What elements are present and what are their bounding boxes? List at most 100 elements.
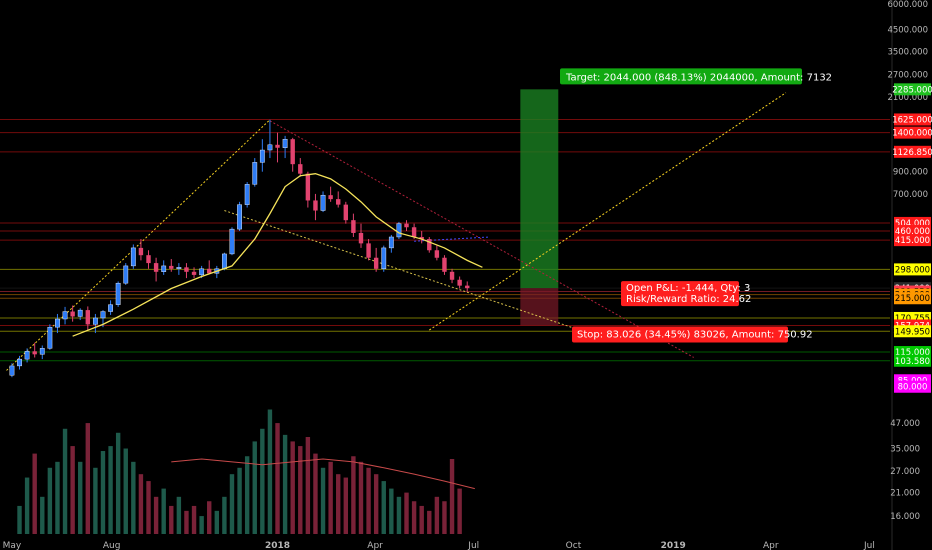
- volume-bar: [244, 456, 250, 534]
- candle-body: [298, 164, 303, 174]
- price-tag: [894, 126, 931, 139]
- volume-bar: [47, 467, 53, 534]
- price-tag: [894, 83, 931, 96]
- stop-zone: [520, 288, 559, 326]
- volume-bar: [305, 436, 311, 534]
- volume-bar: [381, 481, 386, 534]
- price-tag-label: 170.755: [895, 314, 930, 324]
- volume-bar: [343, 477, 349, 534]
- volume-bar: [108, 446, 113, 534]
- volume-bar: [138, 474, 144, 534]
- moving-average-line: [72, 173, 483, 337]
- candle-body: [343, 204, 349, 221]
- volume-bar: [131, 461, 136, 534]
- volume-bar: [457, 488, 462, 534]
- candle-body: [396, 223, 402, 238]
- volume-tick-label: 16.000: [890, 512, 920, 522]
- x-axis: May Aug 2018 Apr Jul Oct 2019 Apr Jul: [3, 541, 875, 550]
- candle-body: [313, 200, 318, 211]
- price-tag: [894, 234, 931, 247]
- price-tag: [894, 145, 931, 158]
- candle-body: [176, 267, 182, 270]
- trend-line-projection: [429, 92, 787, 331]
- volume-bar: [70, 446, 75, 534]
- candle-body: [427, 239, 432, 251]
- x-tick-label: Apr: [367, 541, 383, 550]
- candle-body: [336, 199, 341, 205]
- y-tick-label: 3500.000: [887, 48, 928, 58]
- target-label: Target: 2044.000 (848.13%) 2044000, Amou…: [565, 72, 832, 83]
- candle-body: [275, 144, 280, 148]
- candle-body: [32, 351, 37, 355]
- candle-body: [221, 253, 227, 270]
- candle-body: [366, 243, 371, 258]
- price-tag-label: 215.000: [895, 294, 930, 304]
- candle-body: [100, 311, 106, 319]
- volume-bar: [85, 423, 91, 534]
- price-tag: [894, 325, 931, 338]
- volume-tick-label: 21.000: [890, 489, 920, 499]
- stop-label: Stop: 83.026 (34.45%) 83026, Amount: 750…: [577, 329, 813, 340]
- candle-body: [62, 311, 68, 320]
- price-tag-label: 1400.000: [892, 129, 932, 139]
- volume-bar: [78, 461, 83, 534]
- volume-bar: [62, 428, 68, 534]
- candle-body: [184, 267, 189, 272]
- x-tick-label: Aug: [103, 541, 121, 550]
- moving-average: [72, 173, 483, 337]
- price-tag-label: 80.000: [898, 383, 928, 393]
- volume-bar: [442, 501, 447, 534]
- volume-bar: [298, 446, 303, 534]
- y-tick-label: 6000.000: [887, 0, 928, 10]
- target-label-box: [560, 68, 802, 85]
- candle-body: [252, 162, 258, 185]
- volume-bar: [427, 510, 432, 534]
- volume-bar: [282, 434, 288, 534]
- volume-bar: [351, 456, 356, 534]
- candle-body: [108, 304, 113, 312]
- volume-bar: [100, 451, 106, 534]
- y-tick-label: 2700.000: [887, 71, 928, 81]
- candle-body: [244, 184, 250, 205]
- stop-label-box: [572, 326, 788, 343]
- volume-bar: [313, 453, 318, 534]
- volume-bar: [222, 496, 227, 534]
- x-tick-label: Jul: [467, 541, 479, 550]
- volume-bar: [373, 474, 379, 534]
- volume-bar: [434, 496, 440, 534]
- candle-body: [305, 173, 311, 201]
- volume-bar: [17, 505, 22, 534]
- volume-bar: [237, 467, 242, 534]
- volume-bar: [161, 488, 166, 534]
- candle-body: [17, 358, 22, 367]
- candle-body: [138, 247, 144, 256]
- trade-labels: Target: 2044.000 (848.13%) 2044000, Amou…: [560, 68, 832, 343]
- candle-body: [191, 271, 197, 275]
- candle-body: [115, 282, 121, 305]
- volume-bar: [358, 461, 364, 534]
- price-tag: [894, 380, 931, 393]
- candle-body: [282, 138, 288, 148]
- candle-body: [419, 236, 424, 240]
- price-tag-label: 2285.000: [892, 85, 932, 95]
- volume-bar: [449, 458, 455, 534]
- y-tick-label: 4500.000: [887, 25, 928, 35]
- position-label-box: [621, 281, 739, 307]
- candle-body: [229, 228, 235, 255]
- candle-body: [39, 348, 45, 355]
- candle-body: [77, 309, 83, 317]
- price-tag-label: 504.000: [895, 219, 930, 229]
- candle-body: [169, 265, 174, 269]
- candle-body: [146, 255, 151, 264]
- candle-body: [388, 236, 394, 249]
- candle-body: [199, 268, 205, 276]
- candle-body: [47, 326, 53, 349]
- price-tag: [894, 292, 931, 305]
- price-tag-label: 1126.850: [892, 148, 932, 158]
- x-tick-label: Jul: [863, 541, 875, 550]
- volume-bar: [40, 496, 45, 534]
- volume-bar: [396, 496, 402, 534]
- candle-body: [9, 365, 15, 376]
- target-stop-zones: [520, 89, 559, 326]
